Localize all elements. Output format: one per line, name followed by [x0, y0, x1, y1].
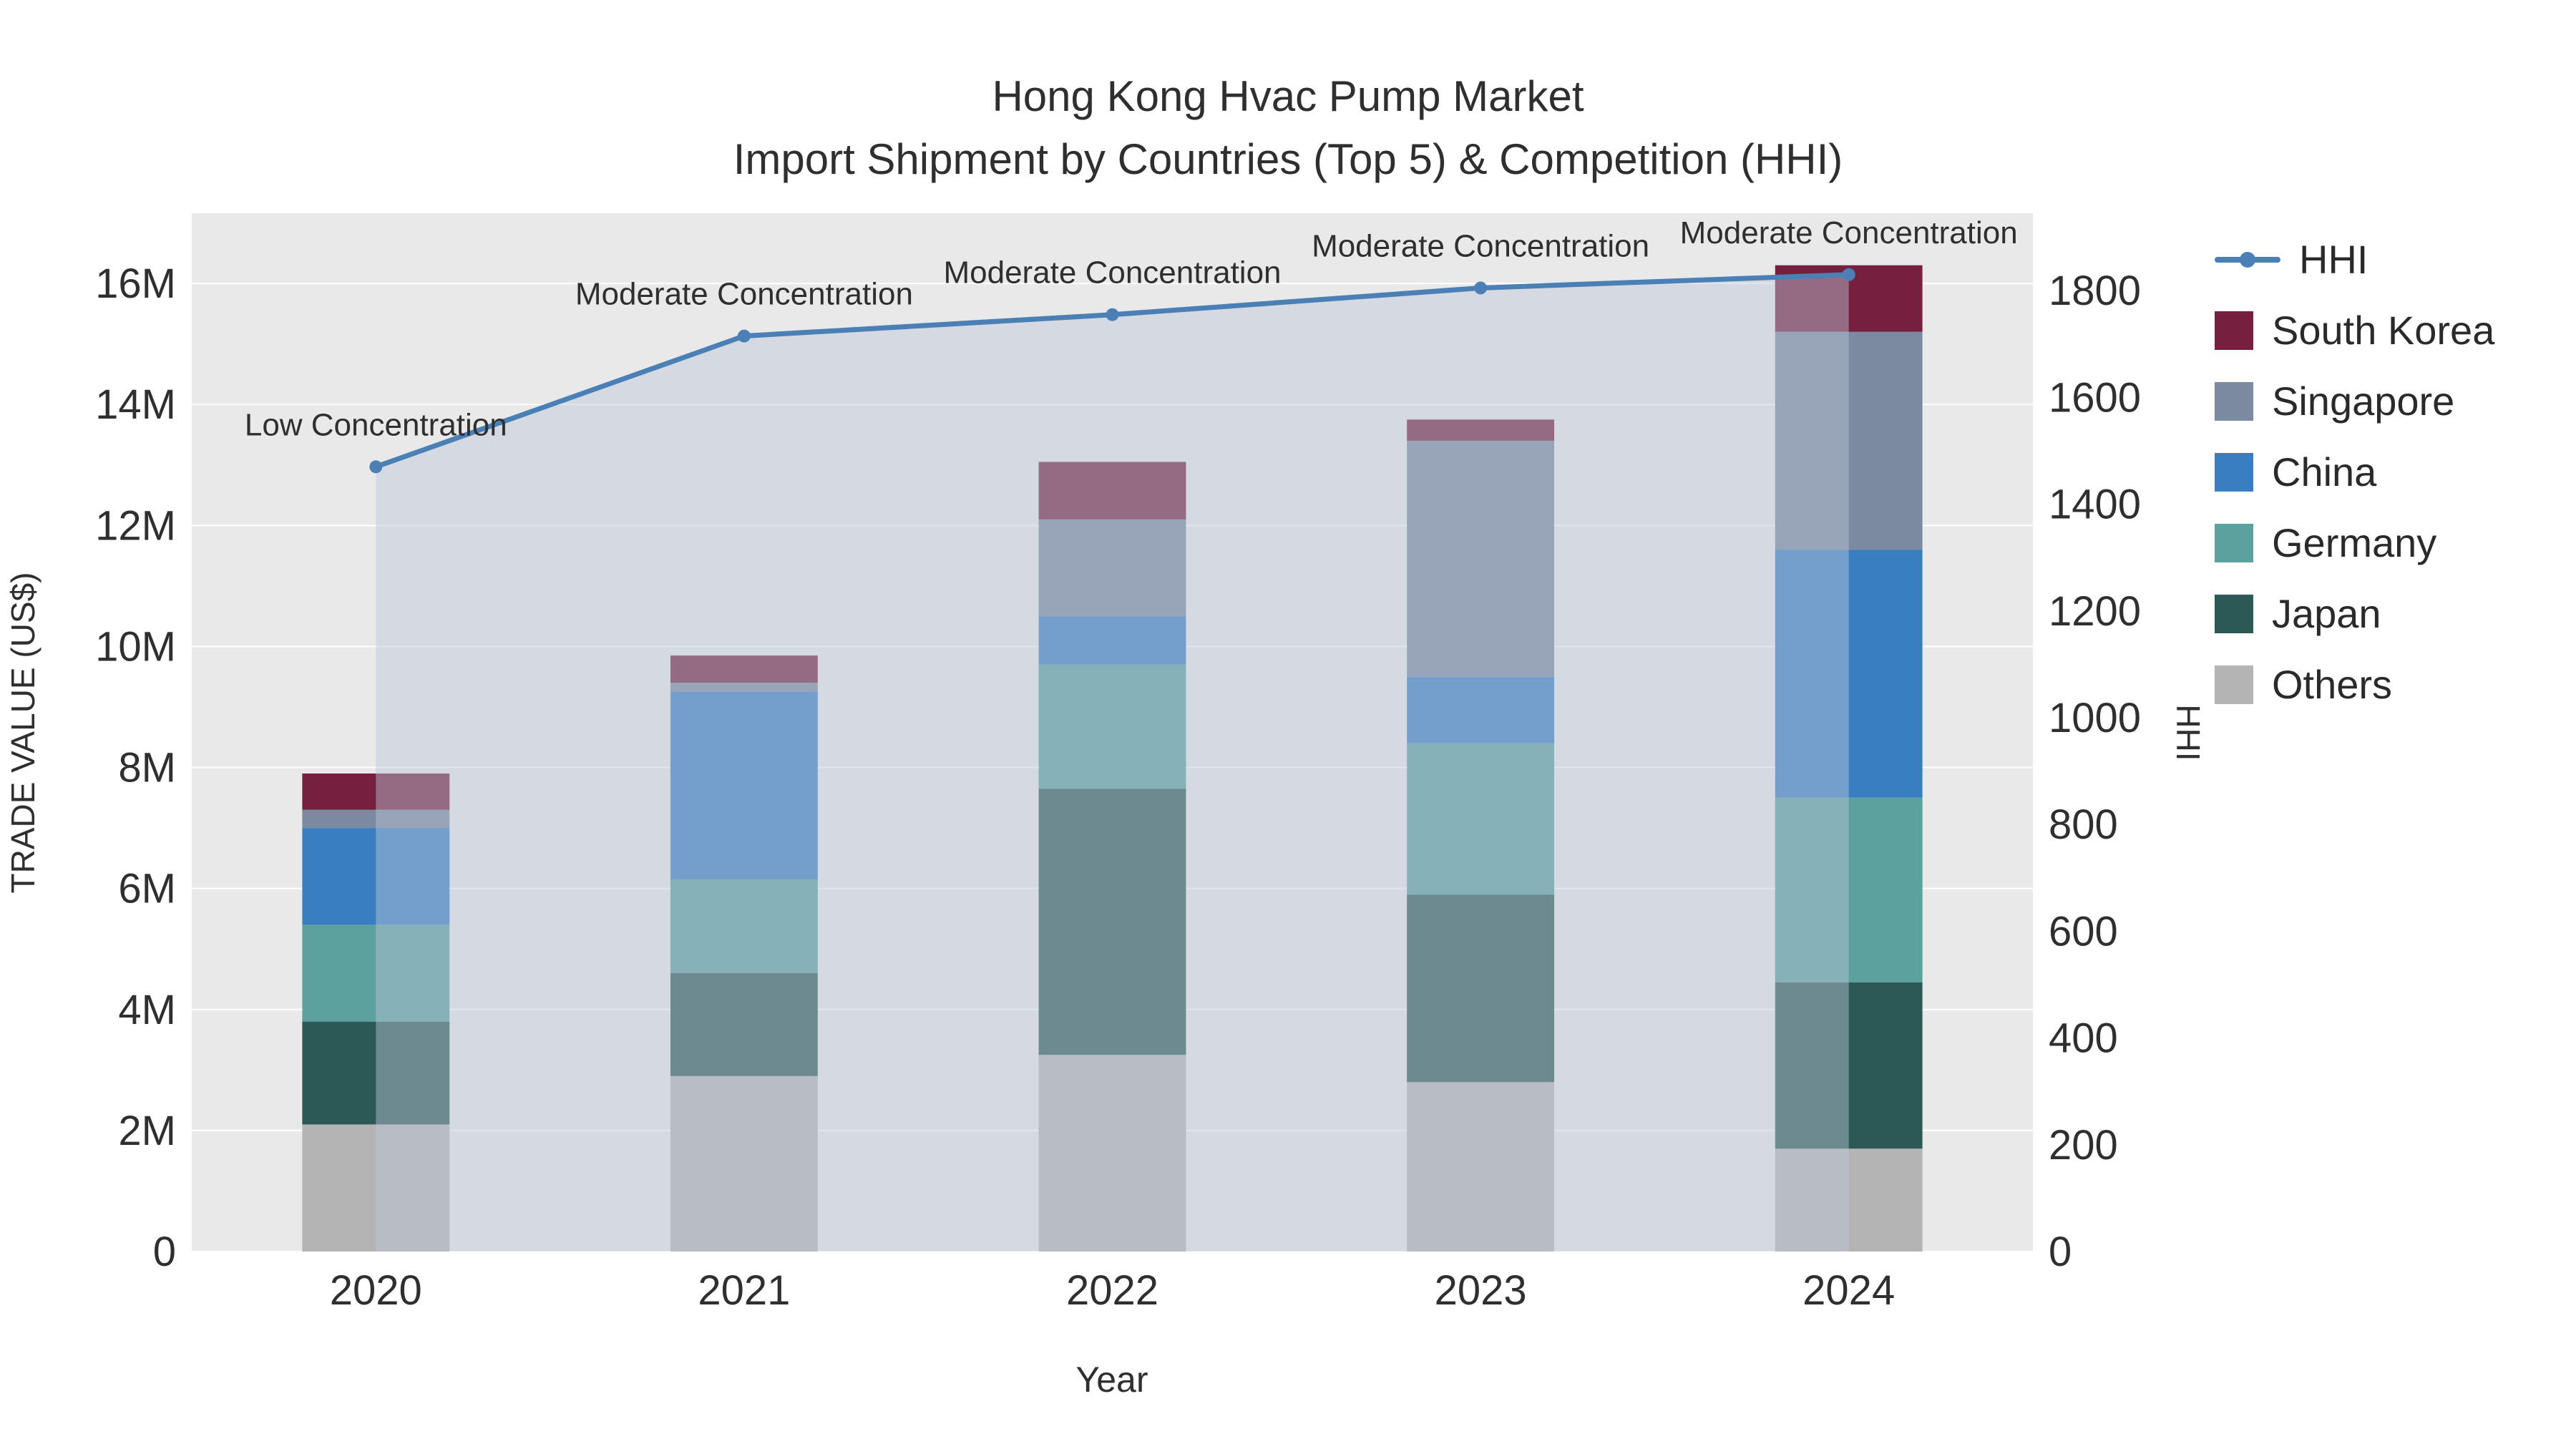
- bar-2024-others[interactable]: [1775, 1148, 1923, 1252]
- y-left-tick-label: 4M: [118, 987, 176, 1033]
- x-tick-label: 2024: [1802, 1267, 1895, 1314]
- legend-item-china[interactable]: China: [2215, 449, 2494, 495]
- bar-2021-singapore[interactable]: [670, 683, 818, 692]
- bar-2024-japan[interactable]: [1775, 982, 1923, 1149]
- y-right-tick-label: 0: [2049, 1229, 2072, 1275]
- hhi-line-swatch-icon: [2215, 251, 2280, 268]
- y-right-tick-label: 400: [2049, 1015, 2118, 1062]
- legend-label-china: China: [2272, 449, 2377, 494]
- legend-label-singapore: Singapore: [2272, 379, 2455, 424]
- y-right-tick-label: 1000: [2049, 695, 2141, 741]
- bar-2021-japan[interactable]: [670, 973, 818, 1076]
- legend-swatch-icon-germany: [2215, 523, 2253, 562]
- annotation-2023: Moderate Concentration: [1312, 228, 1649, 263]
- legend-item-south-korea[interactable]: South Korea: [2215, 307, 2494, 353]
- bar-2020-japan[interactable]: [302, 1021, 450, 1125]
- bar-2022-others[interactable]: [1038, 1055, 1186, 1252]
- bar-2023-germany[interactable]: [1407, 743, 1555, 895]
- annotation-2024: Moderate Concentration: [1680, 215, 2018, 250]
- bar-2024-china[interactable]: [1775, 550, 1923, 798]
- chart-title-line1: Hong Kong Hvac Pump Market: [992, 72, 1584, 120]
- hhi-marker-2022[interactable]: [1106, 308, 1119, 321]
- legend-item-japan[interactable]: Japan: [2215, 590, 2494, 637]
- bar-2020-others[interactable]: [302, 1124, 450, 1252]
- bar-2020-germany[interactable]: [302, 924, 450, 1022]
- legend-label-south-korea: South Korea: [2272, 308, 2495, 353]
- legend-label-germany: Germany: [2272, 520, 2437, 565]
- y-right-tick-label: 1800: [2049, 268, 2141, 314]
- bar-2023-japan[interactable]: [1407, 894, 1555, 1083]
- y-left-tick-label: 16M: [95, 260, 176, 307]
- y-right-tick-label: 1600: [2049, 374, 2141, 421]
- legend-label-japan: Japan: [2272, 591, 2381, 636]
- bar-2023-others[interactable]: [1407, 1082, 1555, 1252]
- bar-2021-germany[interactable]: [670, 879, 818, 974]
- chart-layer: 0 2M 4M 6M 8M 10M 12M 14M 16M 0 200 400 600 800 1000 12…: [95, 213, 2141, 1314]
- bar-2022-china[interactable]: [1038, 616, 1186, 665]
- annotation-2022: Moderate Concentration: [943, 255, 1281, 291]
- bar-2024-germany[interactable]: [1775, 797, 1923, 982]
- hhi-marker-2024[interactable]: [1842, 268, 1855, 281]
- x-tick-label: 2020: [330, 1267, 422, 1314]
- legend-label-others: Others: [2272, 662, 2393, 707]
- bar-2020-south-korea[interactable]: [302, 773, 450, 810]
- y-left-tick-label: 14M: [95, 381, 176, 428]
- hhi-marker-swatch-icon: [2240, 251, 2255, 268]
- x-tick-label: 2023: [1435, 1267, 1527, 1314]
- bar-2023-south-korea[interactable]: [1407, 419, 1555, 441]
- y-right-tick-label: 800: [2049, 801, 2118, 848]
- bar-2020-china[interactable]: [302, 828, 450, 925]
- legend-item-singapore[interactable]: Singapore: [2215, 378, 2494, 424]
- bar-2022-south-korea[interactable]: [1038, 462, 1186, 519]
- bar-2020-singapore[interactable]: [302, 809, 450, 829]
- bar-2021-china[interactable]: [670, 691, 818, 879]
- bar-2024-singapore[interactable]: [1775, 331, 1923, 550]
- bar-2022-japan[interactable]: [1038, 789, 1186, 1055]
- legend-item-germany[interactable]: Germany: [2215, 519, 2494, 566]
- legend: HHI South Korea Singapore China Germany Japan…: [2215, 236, 2494, 708]
- y-right-tick-label: 1400: [2049, 482, 2141, 528]
- legend-swatch-icon-others: [2215, 665, 2253, 704]
- bar-2022-germany[interactable]: [1038, 664, 1186, 789]
- hhi-marker-2023[interactable]: [1474, 281, 1488, 295]
- bar-2021-south-korea[interactable]: [670, 655, 818, 683]
- y-axis-title-left: TRADE VALUE (US$): [4, 572, 42, 893]
- y-left-tick-label: 2M: [118, 1108, 176, 1154]
- x-tick-label: 2021: [698, 1267, 790, 1314]
- chart-title-line2: Import Shipment by Countries (Top 5) & C…: [733, 135, 1843, 183]
- y-right-tick-label: 600: [2049, 908, 2118, 955]
- y-left-tick-label: 12M: [95, 502, 176, 549]
- bar-2021-others[interactable]: [670, 1075, 818, 1252]
- y-axis-title-right: HHI: [2170, 704, 2207, 761]
- bar-2023-singapore[interactable]: [1407, 440, 1555, 677]
- legend-item-others[interactable]: Others: [2215, 661, 2494, 708]
- x-tick-label: 2022: [1066, 1267, 1158, 1314]
- y-right-tick-label: 1200: [2049, 588, 2141, 635]
- legend-swatch-icon-south-korea: [2215, 311, 2253, 350]
- y-left-tick-label: 6M: [118, 866, 176, 912]
- annotation-2020: Low Concentration: [245, 407, 507, 442]
- y-left-tick-label: 10M: [95, 623, 176, 670]
- y-left-tick-label: 8M: [118, 745, 176, 791]
- legend-swatch-icon-singapore: [2215, 381, 2253, 421]
- y-left-tick-label: 0: [153, 1229, 176, 1275]
- annotation-2021: Moderate Concentration: [575, 277, 913, 312]
- legend-label-hhi: HHI: [2299, 237, 2368, 282]
- bar-2022-singapore[interactable]: [1038, 519, 1186, 617]
- x-axis-title: Year: [1075, 1360, 1148, 1400]
- hhi-marker-2020[interactable]: [369, 460, 383, 474]
- legend-swatch-icon-japan: [2215, 594, 2253, 633]
- y-right-tick-label: 200: [2049, 1122, 2118, 1169]
- hhi-area-fill: [376, 274, 1849, 1252]
- bar-2023-china[interactable]: [1407, 676, 1555, 743]
- hhi-marker-2021[interactable]: [737, 329, 751, 343]
- legend-item-hhi[interactable]: HHI: [2215, 236, 2494, 283]
- legend-swatch-icon-china: [2215, 452, 2253, 492]
